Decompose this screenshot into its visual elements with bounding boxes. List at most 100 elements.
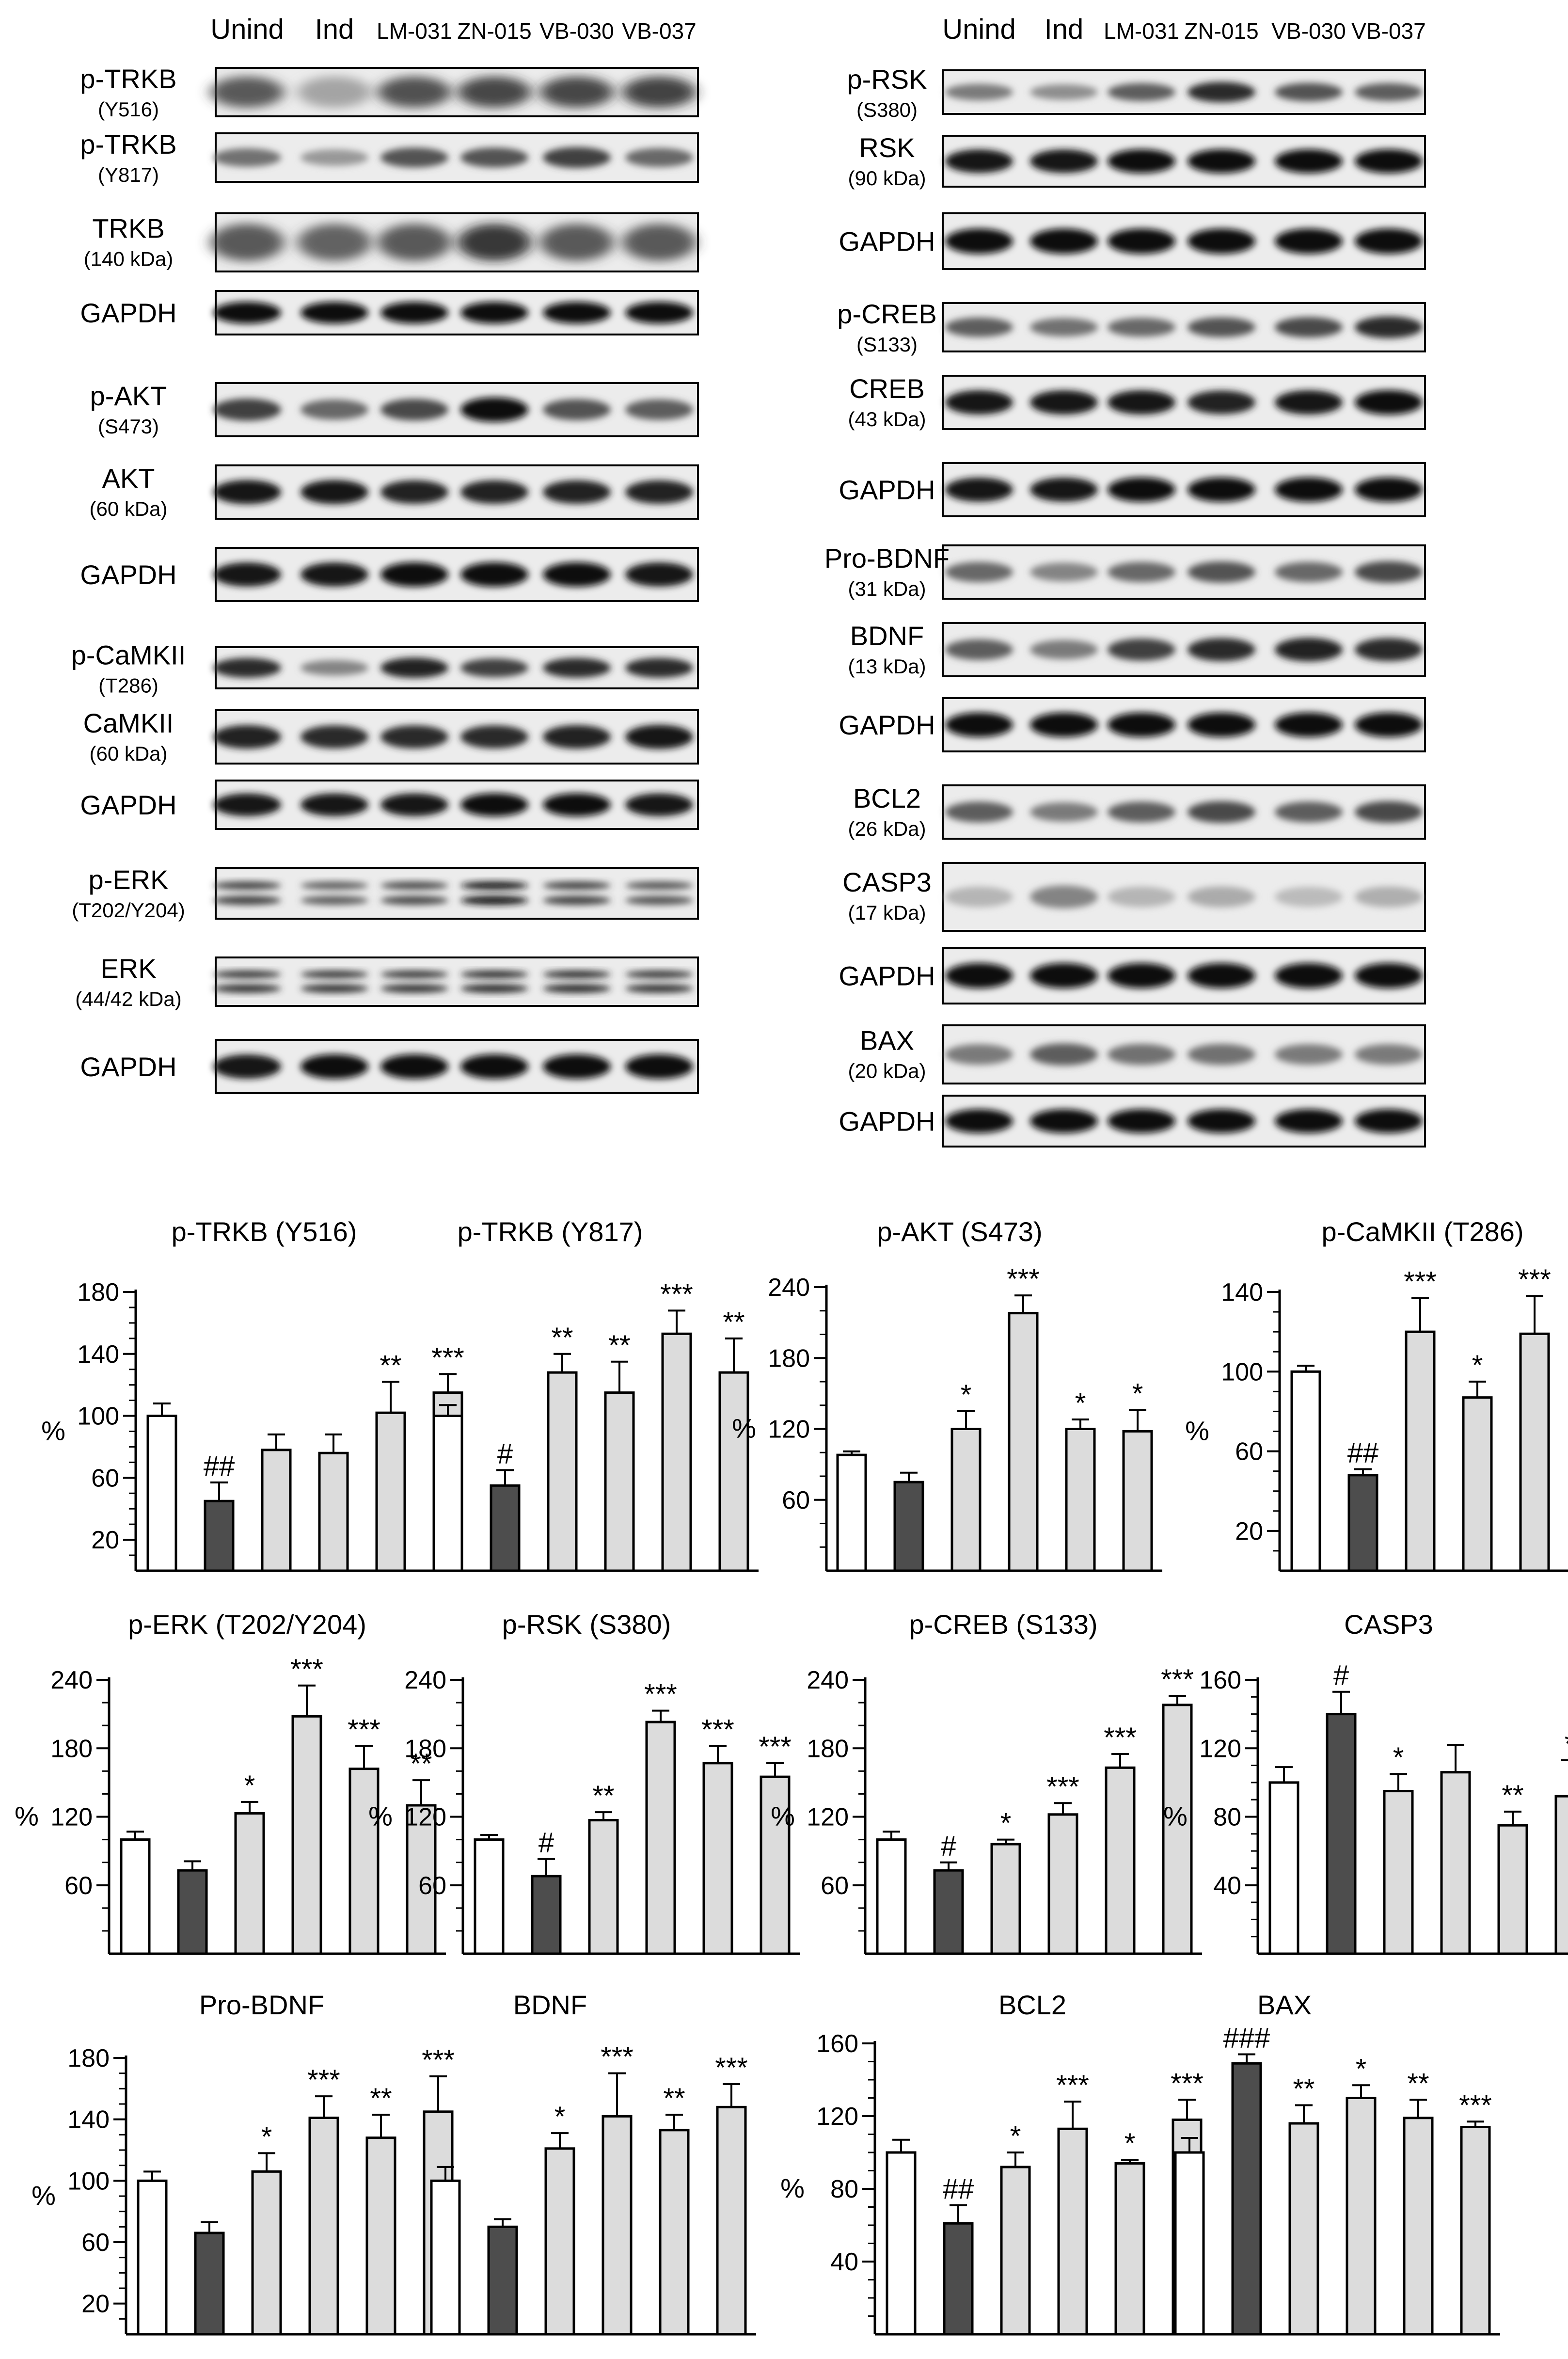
- lane-label-vb-030: VB-030: [1271, 18, 1346, 44]
- band: [1108, 318, 1175, 337]
- chart-bdnf: BDNF*********: [419, 1990, 756, 2336]
- bar: [588, 1819, 619, 1955]
- chart-title: p-TRKB (Y817): [458, 1216, 643, 1247]
- bar: [1403, 2117, 1434, 2336]
- blot-frame: [215, 464, 699, 520]
- blot-frame: [942, 462, 1426, 517]
- band: [460, 793, 528, 816]
- bar: [1554, 1795, 1568, 1955]
- blot-bands: [213, 147, 693, 168]
- blot-sublabel: (140 kDa): [84, 247, 173, 270]
- significance-mark: ***: [1161, 1664, 1194, 1695]
- y-tick-label: 120: [807, 1803, 849, 1832]
- blot-frame: [942, 135, 1426, 188]
- significance-mark: ##: [1347, 1437, 1379, 1469]
- blot-frame: [215, 382, 699, 437]
- band: [458, 77, 531, 108]
- bar: [308, 2117, 339, 2336]
- blot-label: Pro-BDNF: [824, 543, 950, 574]
- band: [1188, 886, 1255, 908]
- bar: [661, 1332, 692, 1572]
- chart-title: Pro-BDNF: [199, 1990, 324, 2020]
- band: [301, 480, 368, 504]
- band: [301, 302, 368, 324]
- band: [1188, 390, 1255, 414]
- chart-title: BCL2: [998, 1990, 1066, 2020]
- band: [301, 660, 368, 676]
- band: [945, 639, 1013, 660]
- band: [1108, 886, 1175, 908]
- bar: [1497, 1824, 1528, 1955]
- band: [460, 1054, 528, 1079]
- bar: [1519, 1332, 1550, 1572]
- band: [1188, 317, 1255, 337]
- band: [380, 895, 448, 905]
- lane-label-vb-037: VB-037: [622, 18, 696, 44]
- band: [213, 984, 281, 993]
- bar: [604, 1391, 635, 1572]
- band: [458, 223, 531, 261]
- band: [1355, 1109, 1423, 1133]
- blot-panel-bax-20-kda: BAX (20 kDa): [848, 1024, 1426, 1084]
- band: [380, 398, 448, 421]
- blot-frame: [942, 1024, 1426, 1084]
- blot-panel-camkii-60-kda: CaMKII (60 kDa): [83, 708, 699, 765]
- bar: [261, 1449, 292, 1572]
- bar: [120, 1838, 151, 1955]
- band: [1188, 638, 1255, 661]
- band: [625, 984, 693, 993]
- blot-bands: [213, 881, 693, 905]
- bar: [194, 2231, 225, 2336]
- significance-mark: ***: [1056, 2070, 1089, 2101]
- blot-panel-p-rsk-s380: p-RSK (S380): [847, 64, 1426, 121]
- band: [1355, 1044, 1423, 1065]
- band: [543, 984, 611, 993]
- band: [1275, 638, 1343, 662]
- bar: [836, 1453, 867, 1572]
- band: [301, 895, 368, 905]
- band: [1275, 712, 1343, 737]
- blot-label: GAPDH: [80, 1052, 176, 1082]
- chart-title: p-ERK (T202/Y204): [128, 1609, 366, 1640]
- blot-label: p-AKT: [90, 381, 167, 411]
- blot-bands: [945, 228, 1423, 254]
- bar: [1105, 1766, 1136, 1955]
- blot-frame: [215, 646, 699, 689]
- bar: [1231, 2062, 1262, 2336]
- band: [380, 562, 448, 587]
- y-tick-label: 60: [418, 1872, 446, 1900]
- blot-label: p-CREB: [837, 299, 936, 329]
- band: [1355, 228, 1423, 254]
- band: [625, 881, 693, 890]
- bar: [1383, 1790, 1414, 1955]
- significance-mark: *: [1125, 2128, 1136, 2159]
- blot-label: GAPDH: [839, 710, 935, 740]
- lane-label-ind: Ind: [1045, 14, 1084, 45]
- band: [945, 149, 1013, 173]
- bar: [1000, 2166, 1031, 2336]
- band: [1188, 712, 1255, 737]
- band: [945, 1044, 1013, 1065]
- band: [1275, 477, 1343, 502]
- significance-mark: ***: [1007, 1263, 1040, 1295]
- y-tick-label: 100: [1221, 1358, 1263, 1386]
- blot-panel-gapdh: GAPDH: [839, 947, 1426, 1004]
- lane-label-lm-031: LM-031: [1104, 18, 1179, 44]
- blot-frame: [942, 302, 1426, 352]
- band: [1108, 712, 1175, 737]
- lane-label-unind: Unind: [210, 14, 284, 45]
- bar: [137, 2179, 168, 2336]
- blot-bands: [213, 562, 693, 587]
- blot-bands: [213, 971, 693, 993]
- y-tick-label: 120: [404, 1803, 446, 1832]
- band: [543, 302, 611, 324]
- band: [1030, 318, 1098, 336]
- significance-mark: ***: [290, 1654, 323, 1685]
- band: [1355, 801, 1423, 823]
